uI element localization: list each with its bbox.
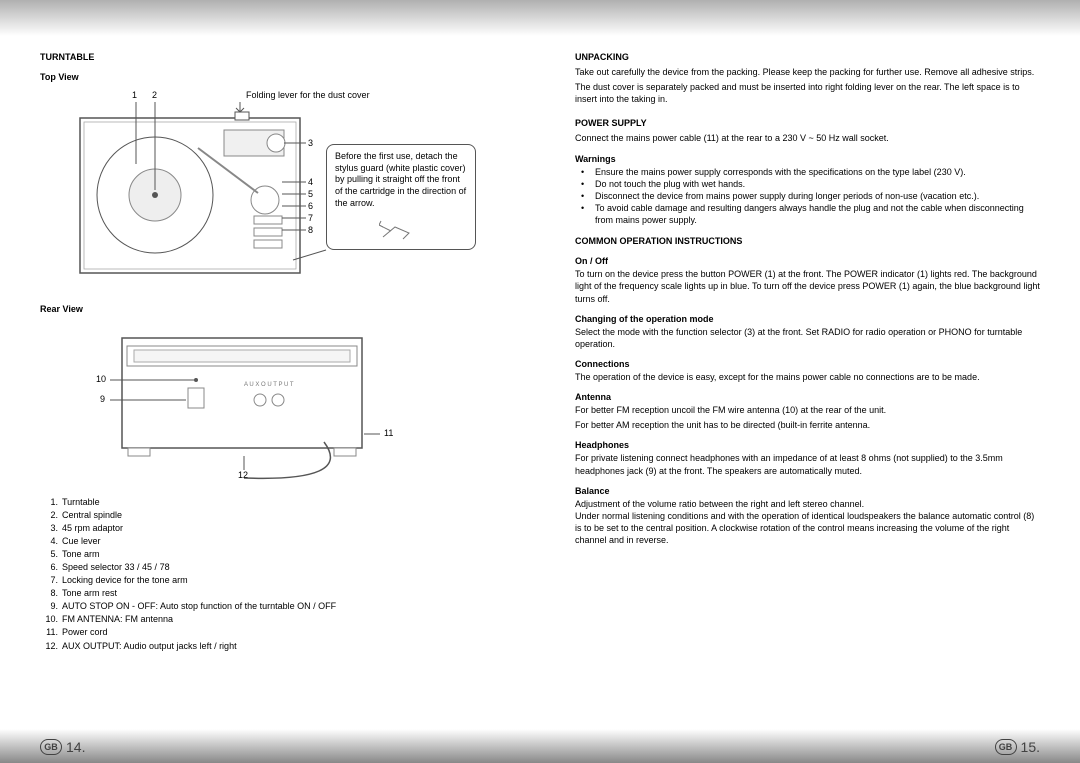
callout-stylus-guard: Before the first use, detach the stylus … [326,144,476,250]
subtitle-rear-view: Rear View [40,304,505,314]
warnings-list: Ensure the mains power supply correspond… [575,166,1040,227]
p-antenna-1: For better FM reception uncoil the FM wi… [575,404,1040,416]
footer-gradient [0,729,1080,763]
p-onoff: To turn on the device press the button P… [575,268,1040,304]
diag-label-2: 2 [152,90,157,100]
diag-label-5: 5 [308,189,313,199]
h-onoff: On / Off [575,256,1040,266]
p-mode: Select the mode with the function select… [575,326,1040,350]
subtitle-top-view: Top View [40,72,505,82]
h-connections: Connections [575,359,1040,369]
right-page: UNPACKING Take out carefully the device … [575,52,1040,723]
h-warnings: Warnings [575,154,1040,164]
p-antenna-2: For better AM reception the unit has to … [575,419,1040,431]
part-item: 5.Tone arm [40,548,505,561]
part-item: 1.Turntable [40,496,505,509]
diag-label-8: 8 [308,225,313,235]
p-power: Connect the mains power cable (11) at th… [575,132,1040,144]
part-item: 2.Central spindle [40,509,505,522]
part-item: 10.FM ANTENNA: FM antenna [40,613,505,626]
warning-item: To avoid cable damage and resulting dang… [575,202,1040,226]
gb-badge-icon: GB [995,739,1017,755]
p-connections: The operation of the device is easy, exc… [575,371,1040,383]
p-headphones: For private listening connect headphones… [575,452,1040,476]
diagram-top-view: 1 2 Folding lever for the dust cover 3 4… [40,90,460,290]
gb-badge-icon: GB [40,739,62,755]
h-antenna: Antenna [575,392,1040,402]
part-item: 6.Speed selector 33 / 45 / 78 [40,561,505,574]
h-unpacking: UNPACKING [575,52,1040,62]
warning-item: Ensure the mains power supply correspond… [575,166,1040,178]
diag-label-11: 11 [384,428,393,438]
section-title-turntable: TURNTABLE [40,52,505,62]
diag-label-9: 9 [100,394,105,404]
part-item: 7.Locking device for the tone arm [40,574,505,587]
warning-item: Disconnect the device from mains power s… [575,190,1040,202]
header-gradient [0,0,1080,36]
p-unpacking-2: The dust cover is separately packed and … [575,81,1040,105]
page-num-text: 14. [66,739,85,755]
page-number-left: GB 14. [40,739,85,755]
p-balance: Adjustment of the volume ratio between t… [575,498,1040,547]
diag-label-1: 1 [132,90,137,100]
svg-text:A U X O U T P U T: A U X O U T P U T [244,382,294,388]
part-item: 8.Tone arm rest [40,587,505,600]
warning-item: Do not touch the plug with wet hands. [575,178,1040,190]
page-spread: TURNTABLE Top View [40,52,1040,723]
diag-label-6: 6 [308,201,313,211]
left-page: TURNTABLE Top View [40,52,515,723]
diag-label-folding: Folding lever for the dust cover [246,90,370,100]
diag-label-7: 7 [308,213,313,223]
page-number-right: GB 15. [995,739,1040,755]
diag-label-12: 12 [238,470,248,480]
h-mode: Changing of the operation mode [575,314,1040,324]
callout-text: Before the first use, detach the stylus … [335,151,466,208]
part-item: 9.AUTO STOP ON - OFF: Auto stop function… [40,600,505,613]
parts-list: 1.Turntable 2.Central spindle 3.45 rpm a… [40,496,505,653]
part-item: 4.Cue lever [40,535,505,548]
h-headphones: Headphones [575,440,1040,450]
diag-label-3: 3 [308,138,313,148]
diag-label-10: 10 [96,374,106,384]
h-power: POWER SUPPLY [575,118,1040,128]
h-common: COMMON OPERATION INSTRUCTIONS [575,236,1040,246]
h-balance: Balance [575,486,1040,496]
part-item: 11.Power cord [40,626,505,639]
diag-label-4: 4 [308,177,313,187]
part-item: 12.AUX OUTPUT: Audio output jacks left /… [40,640,505,653]
part-item: 3.45 rpm adaptor [40,522,505,535]
p-unpacking-1: Take out carefully the device from the p… [575,66,1040,78]
diagram-rear-view: A U X O U T P U T 10 9 11 12 [64,322,424,482]
page-num-text: 15. [1021,739,1040,755]
